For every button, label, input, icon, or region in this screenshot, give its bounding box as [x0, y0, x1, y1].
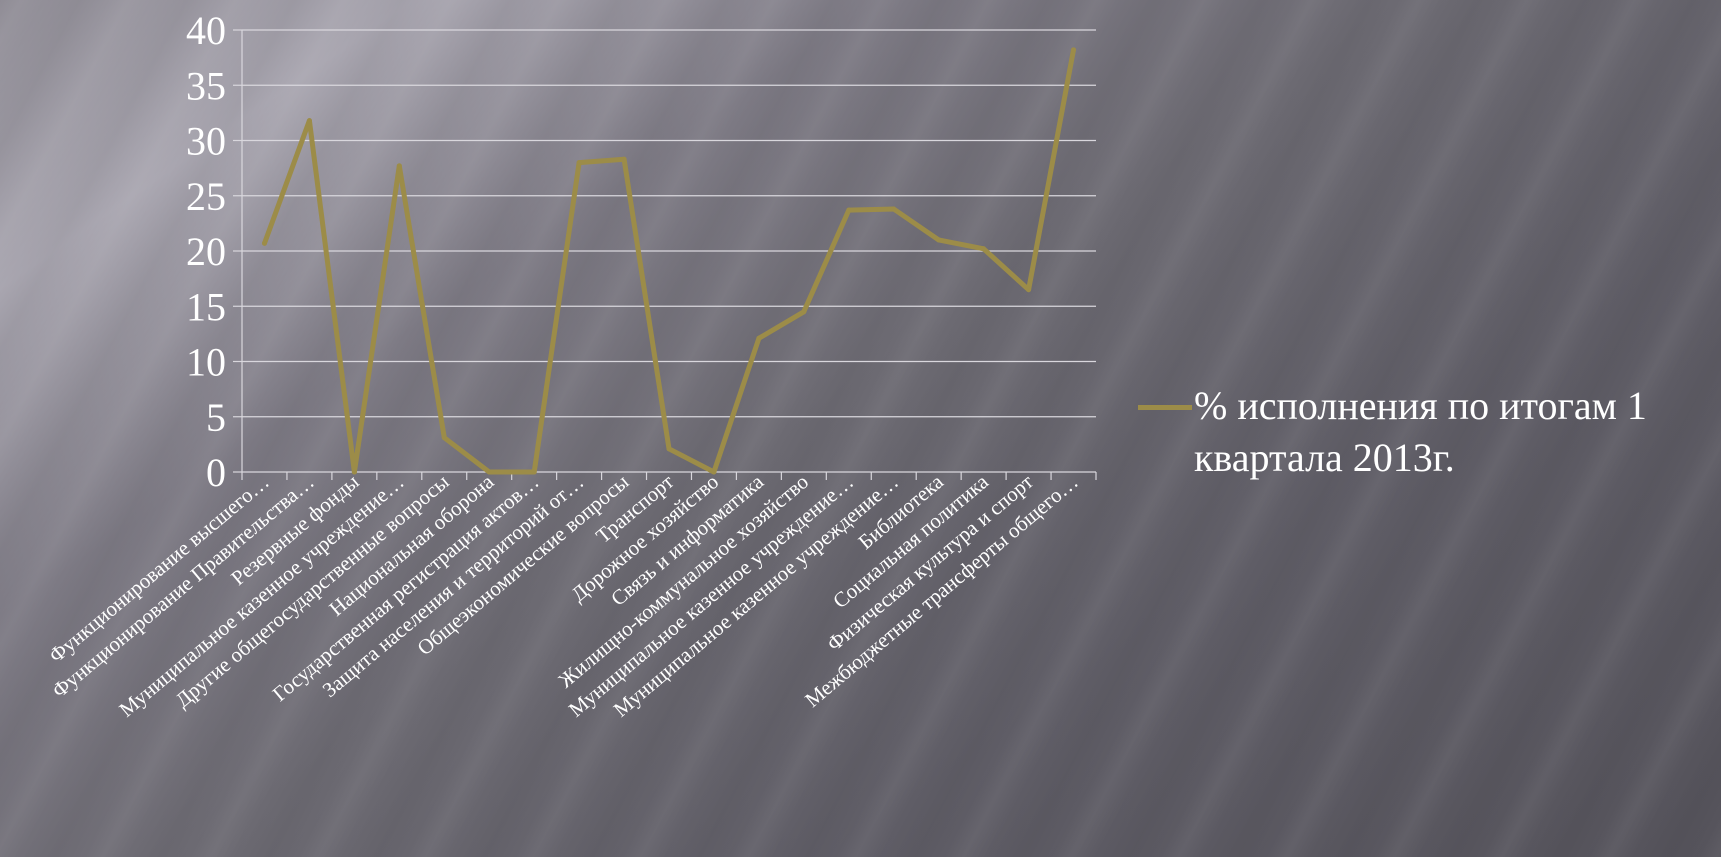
series-line	[262, 47, 1076, 475]
y-tick-label: 0	[206, 450, 226, 495]
data-point	[576, 160, 582, 166]
data-point	[306, 118, 312, 124]
data-point	[261, 240, 267, 246]
data-point	[981, 246, 987, 252]
data-point	[486, 469, 492, 475]
data-point	[531, 469, 537, 475]
data-point	[621, 156, 627, 162]
data-point	[936, 237, 942, 243]
data-point	[351, 469, 357, 475]
x-tick-labels: Функционирование высшего…Функционировани…	[44, 469, 1083, 722]
y-tick-label: 40	[186, 8, 226, 53]
data-point	[756, 335, 762, 341]
data-point	[801, 309, 807, 315]
data-point	[396, 163, 402, 169]
legend-swatch	[1138, 405, 1192, 410]
y-tick-label: 10	[186, 340, 226, 385]
data-point	[1071, 47, 1077, 53]
series-lines	[261, 47, 1077, 475]
data-point	[666, 446, 672, 452]
data-point	[846, 207, 852, 213]
legend: % исполнения по итогам 1 квартала 2013г.	[1138, 380, 1718, 484]
y-tick-label: 20	[186, 229, 226, 274]
y-tick-labels: 0 5 10 15 20 25 30 35 40	[186, 8, 226, 495]
legend-label: % исполнения по итогам 1 квартала 2013г.	[1194, 383, 1647, 480]
y-tick-label: 25	[186, 174, 226, 219]
data-point	[891, 206, 897, 212]
data-point	[711, 469, 717, 475]
y-tick-label: 5	[206, 395, 226, 440]
data-point	[1026, 287, 1032, 293]
y-tick-label: 15	[186, 284, 226, 329]
axes	[233, 29, 1097, 480]
y-tick-label: 35	[186, 63, 226, 108]
y-tick-label: 30	[186, 119, 226, 164]
data-point	[441, 435, 447, 441]
